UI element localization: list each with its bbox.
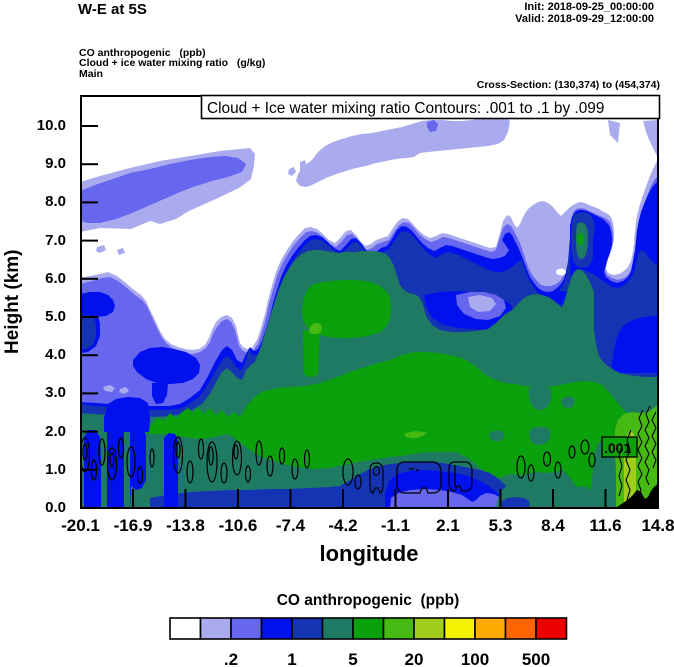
svg-text:.001: .001 [604, 440, 631, 456]
svg-text:Cloud + Ice water mixing ratio: Cloud + Ice water mixing ratio Contours:… [207, 100, 604, 117]
